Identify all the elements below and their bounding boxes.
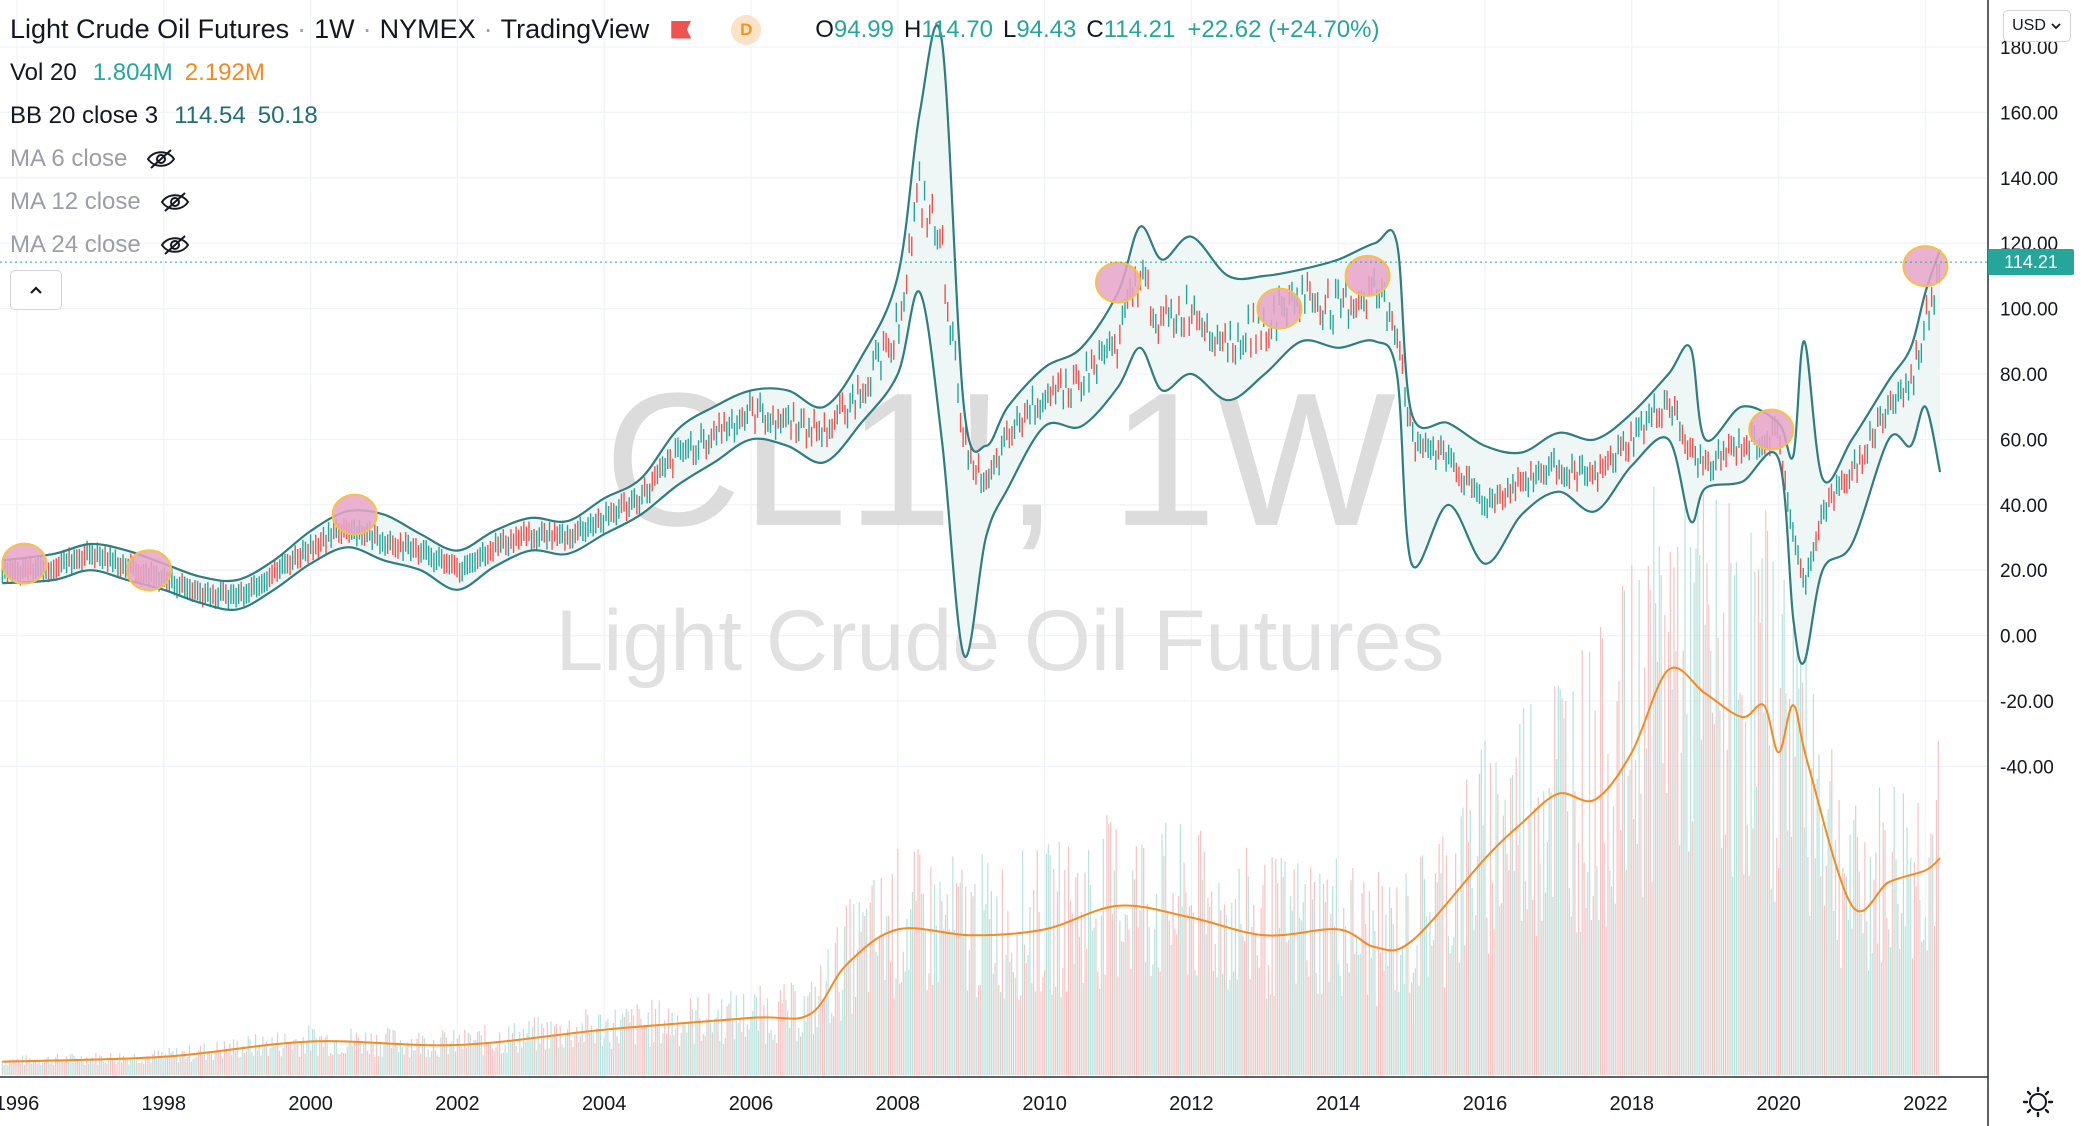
volume-bars bbox=[1, 454, 1939, 1075]
bb-lower-line bbox=[2, 290, 1942, 665]
y-tick-label: 100.00 bbox=[2000, 300, 2058, 321]
close-value: 114.21 bbox=[1103, 15, 1176, 43]
y-tick-label: 160.00 bbox=[2000, 103, 2058, 124]
last-price-tag: 114.21 bbox=[1988, 249, 2074, 276]
y-tick-label: 20.00 bbox=[2000, 561, 2048, 582]
x-tick-label: 1996 bbox=[0, 1093, 39, 1115]
time-axis[interactable]: 1996 1998 2000 2002 2004 2006 2008 2010 2012 2014… bbox=[0, 1093, 1948, 1115]
x-tick-label: 2012 bbox=[1169, 1093, 1214, 1115]
bb-label: BB 20 close 3 bbox=[10, 101, 159, 129]
x-tick-label: 2004 bbox=[582, 1093, 627, 1115]
x-tick-label: 2000 bbox=[288, 1093, 333, 1115]
y-tick-label: 140.00 bbox=[2000, 169, 2058, 190]
high-label: H bbox=[903, 15, 922, 43]
hidden-eye-icon[interactable] bbox=[159, 190, 191, 214]
separator-dot: · bbox=[483, 14, 493, 44]
x-tick-label: 2010 bbox=[1022, 1093, 1067, 1115]
separator-dot: · bbox=[362, 14, 372, 44]
highlight-marker bbox=[126, 549, 173, 592]
highlight-marker bbox=[1, 542, 48, 585]
open-label: O bbox=[815, 15, 834, 43]
y-tick-label: 60.00 bbox=[2000, 430, 2048, 451]
symbol-interval[interactable]: 1W bbox=[314, 14, 355, 44]
chevron-down-icon bbox=[2051, 23, 2061, 30]
x-tick-label: 2008 bbox=[876, 1093, 921, 1115]
hidden-eye-icon[interactable] bbox=[145, 147, 177, 171]
chevron-up-icon bbox=[30, 286, 42, 294]
ma24-label: MA 24 close bbox=[10, 230, 141, 258]
x-tick-label: 2006 bbox=[729, 1093, 774, 1115]
symbol-row: Light Crude Oil Futures · 1W · NYMEX · T… bbox=[10, 8, 1379, 51]
volume-ma-line bbox=[2, 666, 1941, 1063]
open-value: 94.99 bbox=[833, 15, 894, 43]
volume-ma-value: 2.192M bbox=[184, 58, 265, 86]
bb-row[interactable]: BB 20 close 3 114.54 50.18 bbox=[10, 94, 1379, 137]
symbol-title[interactable]: Light Crude Oil Futures bbox=[10, 14, 290, 44]
x-tick-label: 2014 bbox=[1316, 1093, 1361, 1115]
settings-gear-icon[interactable] bbox=[2022, 1086, 2054, 1118]
x-tick-label: 2002 bbox=[435, 1093, 480, 1115]
watermark-name: Light Crude Oil Futures bbox=[555, 593, 1444, 689]
watermark: CL1!, 1W Light Crude Oil Futures bbox=[555, 354, 1444, 689]
highlight-marker bbox=[1095, 261, 1141, 304]
y-tick-label: 180.00 bbox=[2000, 38, 2058, 59]
plot-area[interactable] bbox=[0, 24, 1988, 1075]
volume-value: 1.804M bbox=[92, 58, 173, 86]
close-label: C bbox=[1086, 15, 1104, 43]
x-tick-label: 2018 bbox=[1610, 1093, 1655, 1115]
x-tick-label: 2016 bbox=[1463, 1093, 1508, 1115]
low-label: L bbox=[1002, 15, 1017, 43]
volume-label: Vol 20 bbox=[10, 58, 77, 86]
collapse-legend-button[interactable] bbox=[10, 270, 62, 310]
change-value: +22.62 (+24.70%) bbox=[1187, 15, 1380, 43]
bb-lower-value: 50.18 bbox=[257, 101, 318, 129]
x-tick-label: 1998 bbox=[142, 1093, 187, 1115]
separator-dot: · bbox=[297, 14, 307, 44]
highlight-marker bbox=[1902, 245, 1949, 288]
bb-upper-value: 114.54 bbox=[174, 101, 246, 129]
currency-select[interactable]: USD bbox=[2003, 10, 2071, 42]
ma12-row[interactable]: MA 12 close bbox=[10, 180, 1379, 223]
high-value: 114.70 bbox=[921, 15, 993, 43]
x-tick-label: 2022 bbox=[1903, 1093, 1948, 1115]
x-tick-label: 2020 bbox=[1756, 1093, 1801, 1115]
y-tick-label: 0.00 bbox=[2000, 627, 2037, 648]
y-tick-label: 40.00 bbox=[2000, 496, 2048, 517]
volume-row[interactable]: Vol 20 1.804M 2.192M bbox=[10, 51, 1379, 94]
symbol-exchange: NYMEX bbox=[379, 14, 476, 44]
chart-legend: Light Crude Oil Futures · 1W · NYMEX · T… bbox=[10, 8, 1379, 310]
price-axis[interactable]: 180.00160.00140.00120.00100.0080.0060.00… bbox=[2000, 38, 2058, 778]
symbol-source: TradingView bbox=[500, 14, 650, 44]
hidden-eye-icon[interactable] bbox=[159, 233, 191, 257]
highlight-marker bbox=[1256, 287, 1303, 330]
highlight-marker bbox=[1748, 408, 1795, 451]
delayed-badge[interactable]: D bbox=[731, 14, 762, 45]
y-tick-label: 80.00 bbox=[2000, 365, 2048, 386]
ma12-label: MA 12 close bbox=[10, 187, 141, 215]
bb-upper-line bbox=[2, 24, 1942, 583]
currency-label: USD bbox=[2012, 17, 2046, 34]
flag-icon[interactable] bbox=[671, 20, 692, 39]
low-value: 94.43 bbox=[1016, 15, 1077, 43]
ma6-row[interactable]: MA 6 close bbox=[10, 137, 1379, 180]
ma6-label: MA 6 close bbox=[10, 144, 128, 172]
highlight-marker bbox=[331, 493, 378, 536]
bb-fill bbox=[2, 25, 1941, 664]
y-tick-label: -40.00 bbox=[2000, 757, 2054, 778]
y-tick-label: -20.00 bbox=[2000, 692, 2054, 713]
ma24-row[interactable]: MA 24 close bbox=[10, 223, 1379, 266]
highlight-marker bbox=[1344, 254, 1391, 297]
